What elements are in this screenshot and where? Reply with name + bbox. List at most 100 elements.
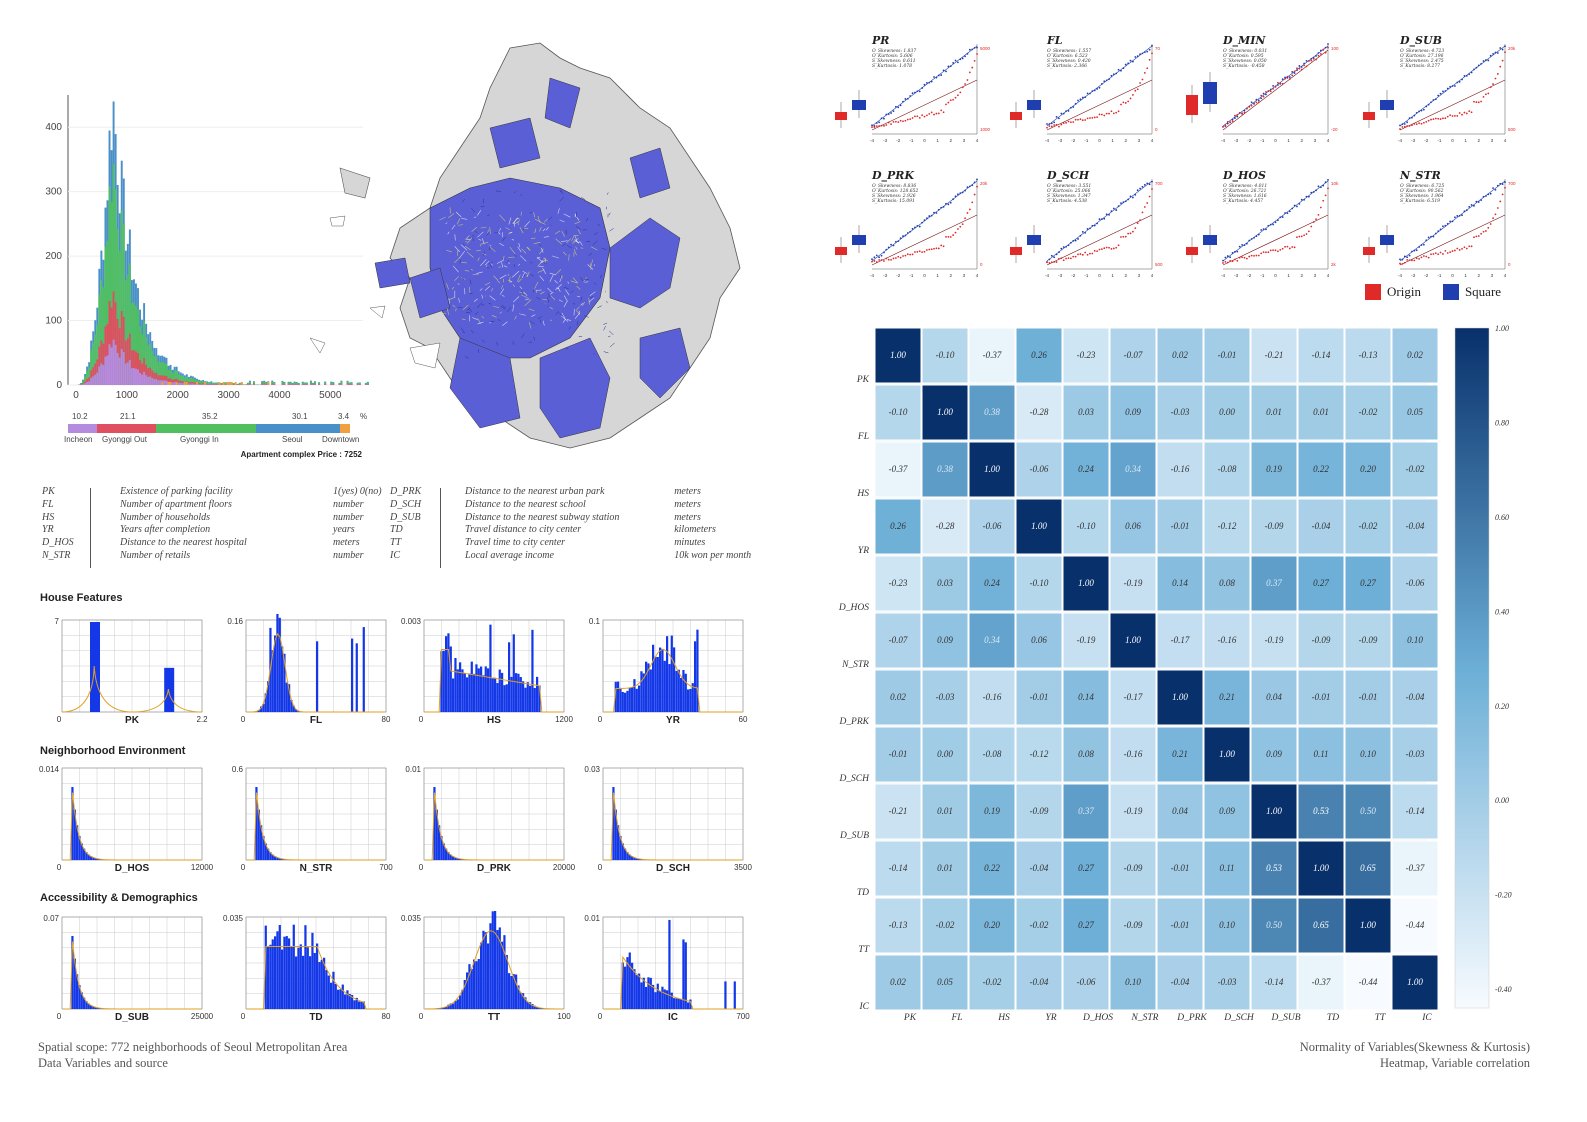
qq-point-origin [935, 247, 938, 250]
variable-unit: meters [674, 498, 701, 510]
qq-point-origin [911, 253, 914, 256]
hist-bar [626, 852, 629, 860]
hist-bar [94, 858, 97, 860]
heatmap-value: -0.13 [1359, 350, 1378, 360]
hist-bar [468, 964, 471, 1009]
price-hist-bar [265, 382, 268, 385]
heatmap-cell [921, 783, 969, 840]
price-hist-bar [287, 384, 290, 385]
heatmap-cell [1062, 954, 1110, 1011]
qq-axis-tick: -2 [1424, 273, 1428, 278]
density-curve [247, 633, 385, 713]
price-hist-bar [163, 363, 166, 385]
price-hist-bar [110, 347, 113, 385]
heatmap-value: 1.00 [1360, 920, 1376, 930]
qq-point-square [1300, 198, 1303, 201]
price-hist-bar [100, 340, 103, 385]
heatmap-col-label: FL [950, 1013, 962, 1022]
hist-xmin: 0 [241, 715, 246, 724]
map-road [547, 287, 553, 293]
qq-point-square [883, 251, 885, 254]
map-road [461, 261, 467, 264]
price-hist-bar [96, 324, 99, 385]
map-road [584, 281, 589, 283]
map-road [452, 304, 456, 308]
heatmap-value: 0.21 [1219, 692, 1235, 702]
hist-xmax: 25000 [191, 1012, 214, 1021]
qq-axis-tick: 4 [1504, 138, 1507, 143]
map-boundary [466, 308, 470, 311]
qq-right-tick: 5000 [980, 46, 991, 51]
qq-point-origin [904, 254, 907, 257]
hist-ymax: 0.6 [232, 765, 244, 774]
caption-left: Spatial scope: 772 neighborhoods of Seou… [38, 1039, 347, 1071]
variable-table-right: D_PRK Distance to the nearest urban park m… [386, 486, 758, 563]
heatmap-value: -0.02 [936, 920, 955, 930]
qq-point-square [1103, 217, 1106, 220]
price-hist-bar [224, 382, 227, 385]
qq-ref-line-origin [871, 79, 978, 131]
heatmap-cell [1391, 327, 1439, 384]
qq-point-square [880, 117, 883, 120]
price-hist-bar [301, 384, 304, 385]
heatmap-row-label: D_PRK [838, 717, 869, 727]
map-boundary [530, 320, 535, 325]
qq-point-origin [1134, 89, 1137, 92]
price-hist-bar [116, 352, 119, 385]
qq-point-square [952, 198, 955, 201]
map-road [458, 297, 460, 303]
heatmap-cell [1203, 726, 1251, 783]
price-hist-bar [208, 384, 211, 385]
variable-unit: number [333, 511, 364, 523]
qq-point-square [1046, 123, 1048, 125]
qq-point-origin [1308, 230, 1310, 233]
qq-point-square [1473, 204, 1475, 207]
hist-bar [271, 854, 274, 860]
price-hist-bar [212, 383, 215, 385]
price-hist-bar [248, 381, 251, 385]
hist-bar [445, 1007, 448, 1009]
qq-point-square [1243, 109, 1246, 112]
qq-point-origin [1108, 246, 1110, 249]
qq-point-origin [945, 103, 947, 106]
qq-point-square [1112, 73, 1115, 76]
heatmap-cell [921, 441, 969, 498]
heatmap-cell [1250, 555, 1298, 612]
heatmap-value: 0.38 [937, 464, 953, 474]
heatmap-cell [1015, 327, 1063, 384]
qq-axis-tick: 3 [1491, 138, 1494, 143]
qq-point-origin [1267, 90, 1270, 92]
price-hist-bar [283, 382, 286, 385]
qq-point-square [1276, 84, 1279, 86]
map-road [563, 301, 568, 308]
qq-point-origin [971, 66, 974, 69]
qq-point-origin [1046, 126, 1048, 129]
qq-point-origin [1269, 90, 1272, 93]
hist-bar [694, 641, 697, 712]
map-road [588, 297, 595, 303]
heatmap-cell [1109, 840, 1157, 897]
map-boundary [471, 207, 476, 213]
price-hist-bar [191, 378, 194, 385]
qq-point-origin [1408, 125, 1411, 127]
price-hist-bar [183, 377, 186, 385]
heatmap-value: -0.21 [1265, 350, 1284, 360]
qq-point-square [1456, 81, 1459, 84]
map-boundary [501, 304, 506, 309]
heatmap-cell [921, 669, 969, 726]
qq-point-square [1322, 184, 1325, 187]
qq-point-origin [928, 248, 931, 251]
qq-stat: S_Kurtosis: 2.366 [1047, 63, 1087, 69]
qq-point-square [911, 227, 914, 230]
hist-bar [517, 985, 520, 1009]
hist-bar [656, 656, 659, 712]
hist-label: FL [310, 715, 322, 726]
qq-point-origin [923, 115, 926, 118]
qq-axis-tick: -4 [1398, 273, 1402, 278]
hist-label: D_PRK [477, 863, 512, 874]
map-road [539, 226, 542, 232]
qq-point-origin [1422, 255, 1425, 257]
price-hist-bar [112, 339, 115, 385]
price-hist-bar [261, 381, 264, 385]
qq-point-square [899, 237, 902, 240]
